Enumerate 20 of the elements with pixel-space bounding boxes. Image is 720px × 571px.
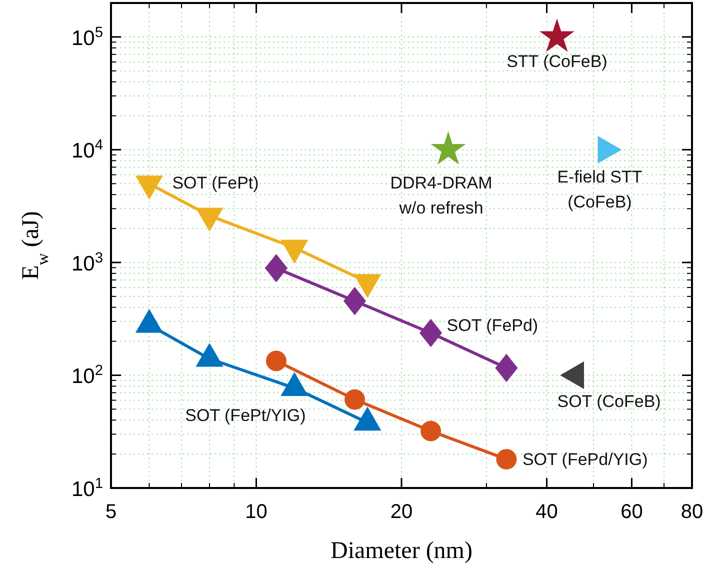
x-tick-label: 5 bbox=[105, 501, 117, 523]
series-label: DDR4-DRAM w/o refresh bbox=[390, 174, 492, 218]
series-label: STT (CoFeB) bbox=[506, 52, 608, 71]
y-tick-label: 10$^{3}$ bbox=[71, 250, 103, 276]
series-label: SOT (FePt) bbox=[172, 174, 259, 193]
x-tick-label: 60 bbox=[620, 501, 643, 523]
series-label: SOT (FePd/YIG) bbox=[522, 450, 648, 470]
x-tick-label: 20 bbox=[390, 501, 413, 523]
series-label: SOT (FePd) bbox=[446, 316, 538, 335]
x-axis-title: Diameter (nm) bbox=[330, 538, 472, 564]
y-tick-label: 10$^{4}$ bbox=[71, 138, 103, 163]
y-tick-label: 10$^{2}$ bbox=[71, 363, 103, 388]
x-tick-label: 10 bbox=[245, 501, 268, 523]
x-tick-label: 40 bbox=[536, 501, 558, 523]
series-label: E-field STT (CoFeB) bbox=[557, 168, 642, 212]
x-tick-label: 80 bbox=[680, 501, 704, 523]
series-label: SOT (FePt/YIG) bbox=[185, 406, 306, 426]
y-tick-label: 10$^{5}$ bbox=[71, 24, 103, 50]
y-tick-label: 10$^{1}$ bbox=[71, 476, 103, 501]
series-label: SOT (CoFeB) bbox=[557, 392, 661, 412]
